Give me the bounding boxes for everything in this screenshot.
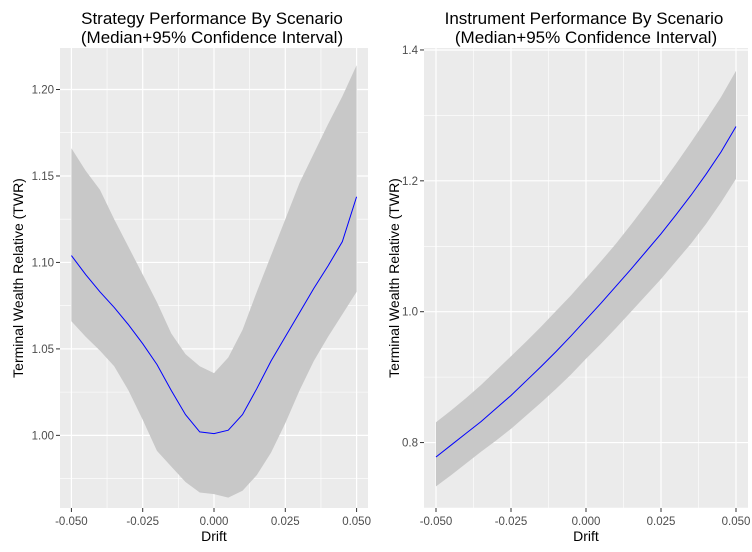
strategy-chart-title-line2: (Median+95% Confidence Interval)	[81, 28, 343, 47]
instrument-confidence-band	[436, 70, 736, 487]
instrument-chart-title-line1: Instrument Performance By Scenario	[445, 9, 724, 28]
strategy-y-tick-label: 1.10	[32, 257, 54, 269]
strategy-x-tick-labels: -0.050 -0.025 0.000 0.025 0.050	[55, 508, 371, 528]
instrument-x-tick-label: 0.050	[722, 516, 751, 528]
strategy-confidence-band	[71, 65, 357, 498]
instrument-x-tick-labels: -0.050 -0.025 0.000 0.025 0.050	[420, 508, 751, 528]
strategy-x-tick-label: -0.025	[126, 516, 159, 528]
strategy-y-tick-labels: 1.00 1.05 1.10 1.15 1.20	[32, 85, 60, 442]
strategy-x-tick-label: 0.000	[200, 516, 229, 528]
instrument-gridlines	[424, 48, 748, 509]
strategy-median-line	[71, 196, 358, 435]
instrument-y-tick-label: 0.8	[402, 438, 418, 450]
instrument-y-tick-label: 1.4	[402, 45, 419, 57]
instrument-y-axis-title: Terminal Wealth Relative (TWR)	[386, 178, 402, 378]
instrument-y-tick-labels: 0.8 1.0 1.2 1.4	[402, 45, 424, 450]
strategy-x-tick-label: 0.050	[342, 516, 371, 528]
strategy-chart: Strategy Performance By Scenario (Median…	[10, 9, 371, 544]
strategy-y-tick-label: 1.00	[32, 430, 54, 442]
strategy-x-tick-label: -0.050	[55, 516, 88, 528]
instrument-x-tick-label: -0.050	[420, 516, 453, 528]
strategy-y-tick-label: 1.15	[32, 171, 54, 183]
instrument-x-tick-label: 0.025	[647, 516, 676, 528]
instrument-y-tick-label: 1.2	[402, 176, 418, 188]
strategy-chart-title-line1: Strategy Performance By Scenario	[81, 9, 343, 28]
strategy-y-tick-label: 1.20	[32, 85, 54, 97]
strategy-y-axis-title: Terminal Wealth Relative (TWR)	[10, 178, 26, 378]
strategy-x-tick-label: 0.025	[271, 516, 300, 528]
strategy-x-axis-title: Drift	[201, 528, 227, 544]
strategy-y-tick-label: 1.05	[32, 344, 54, 356]
instrument-x-axis-title: Drift	[573, 528, 599, 544]
instrument-chart-title-line2: (Median+95% Confidence Interval)	[455, 28, 717, 47]
instrument-x-tick-label: -0.025	[495, 516, 528, 528]
instrument-x-tick-label: 0.000	[572, 516, 601, 528]
instrument-median-line	[435, 126, 737, 458]
instrument-y-tick-label: 1.0	[402, 307, 418, 319]
instrument-chart: Instrument Performance By Scenario (Medi…	[386, 9, 750, 544]
